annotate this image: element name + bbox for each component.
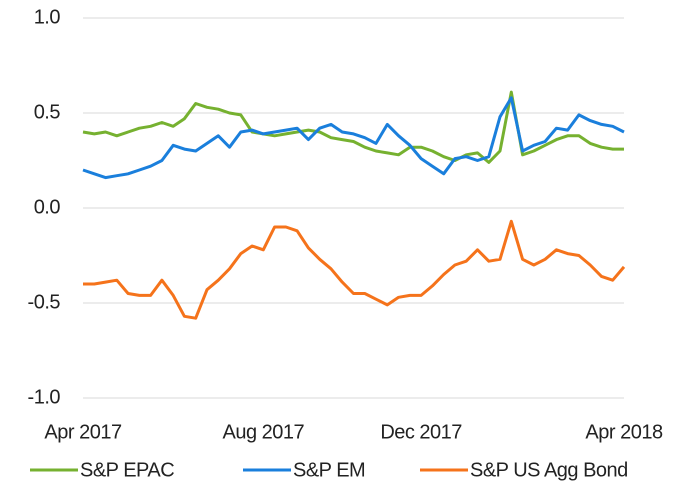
y-tick-label: 1.0 bbox=[34, 6, 61, 28]
legend-label: S&P EM bbox=[293, 459, 365, 481]
x-tick-label: Dec 2017 bbox=[380, 421, 462, 443]
x-tick-label: Apr 2017 bbox=[44, 421, 122, 443]
y-tick-label: 0.0 bbox=[34, 196, 61, 218]
y-tick-label: -0.5 bbox=[28, 291, 61, 313]
series-line bbox=[83, 219, 626, 320]
series-line bbox=[82, 90, 624, 164]
legend-label: S&P US Agg Bond bbox=[470, 459, 628, 481]
y-tick-label: 0.5 bbox=[34, 101, 61, 123]
legend-label: S&P EPAC bbox=[80, 459, 174, 481]
x-tick-label: Apr 2018 bbox=[585, 421, 663, 443]
x-tick-label: Aug 2017 bbox=[223, 421, 305, 443]
series-line bbox=[82, 96, 625, 180]
y-tick-label: -1.0 bbox=[28, 386, 61, 408]
